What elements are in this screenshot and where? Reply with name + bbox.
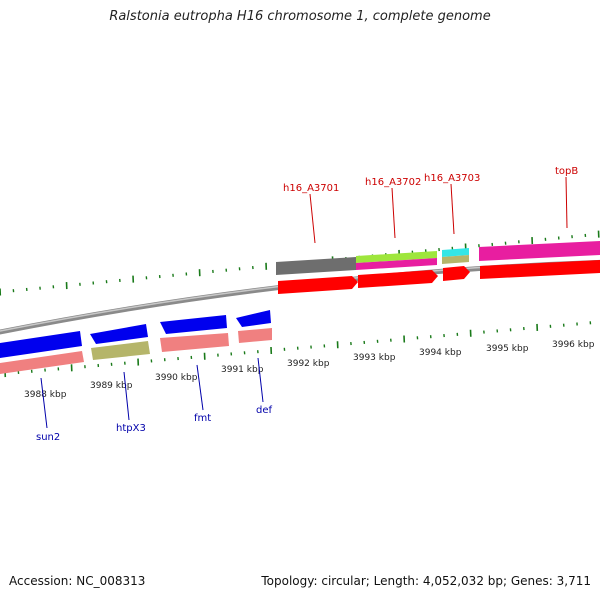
scale-label: 3994 kbp (419, 348, 462, 358)
gene-label-h16-A3702[interactable]: h16_A3702 (365, 177, 421, 188)
accession-label: Accession: NC_008313 (9, 574, 146, 588)
forward-gene-labels: h16_A3701 h16_A3702 h16_A3703 topB (283, 166, 578, 244)
gene-label-def[interactable]: def (256, 405, 273, 416)
feature-h16-A3701-gene[interactable] (276, 257, 356, 275)
map-title: Ralstonia eutropha H16 chromosome 1, com… (109, 9, 491, 24)
label-leader (391, 187, 396, 239)
gene-label-htpX3[interactable]: htpX3 (116, 423, 146, 434)
genome-summary: Topology: circular; Length: 4,052,032 bp… (261, 574, 591, 588)
gene-label-fmt[interactable]: fmt (194, 413, 211, 424)
label-leader (565, 176, 568, 229)
inner-tick-marks (4, 321, 592, 378)
label-leader (123, 371, 130, 421)
feature-htpX3-gene[interactable] (90, 324, 148, 344)
feature-h16-A3702-misc[interactable] (356, 258, 437, 270)
scale-label: 3992 kbp (287, 359, 330, 369)
feature-def-gene[interactable] (236, 310, 271, 327)
scale-label: 3995 kbp (486, 344, 529, 354)
forward-strand-features (276, 241, 600, 294)
feature-sun2-cds[interactable] (0, 351, 84, 374)
feature-h16-A3702-gene[interactable] (356, 251, 437, 263)
feature-topB-gene[interactable] (479, 241, 600, 261)
feature-h16-A3701-cds[interactable] (278, 276, 358, 294)
feature-fmt-gene[interactable] (160, 315, 227, 334)
feature-h16-A3703-misc[interactable] (442, 255, 469, 264)
reverse-gene-labels: sun2 htpX3 fmt def (36, 357, 273, 443)
feature-topB-cds[interactable] (480, 260, 600, 279)
feature-def-cds[interactable] (238, 328, 272, 343)
gene-label-sun2[interactable]: sun2 (36, 432, 60, 443)
feature-htpX3-cds[interactable] (91, 341, 150, 360)
label-leader (257, 357, 264, 403)
gene-label-h16-A3703[interactable]: h16_A3703 (424, 173, 480, 184)
feature-h16-A3703-cds[interactable] (443, 266, 470, 281)
gene-label-topB[interactable]: topB (555, 166, 578, 177)
scale-label: 3988 kbp (24, 390, 67, 400)
scale-label: 3993 kbp (353, 353, 396, 363)
feature-h16-A3702-cds[interactable] (358, 270, 438, 288)
label-leader (40, 377, 48, 429)
feature-h16-A3703-gene[interactable] (442, 248, 469, 257)
gene-label-h16-A3701[interactable]: h16_A3701 (283, 183, 339, 194)
scale-label: 3990 kbp (155, 373, 198, 383)
scale-labels: 3988 kbp 3989 kbp 3990 kbp 3991 kbp 3992… (24, 340, 595, 400)
feature-sun2-gene[interactable] (0, 331, 82, 358)
feature-fmt-cds[interactable] (160, 333, 229, 352)
scale-label: 3991 kbp (221, 365, 264, 375)
reverse-strand-features (0, 310, 272, 374)
label-leader (196, 364, 204, 411)
scale-label: 3996 kbp (552, 340, 595, 350)
scale-label: 3989 kbp (90, 381, 133, 391)
label-leader (450, 183, 455, 235)
label-leader (309, 193, 316, 244)
